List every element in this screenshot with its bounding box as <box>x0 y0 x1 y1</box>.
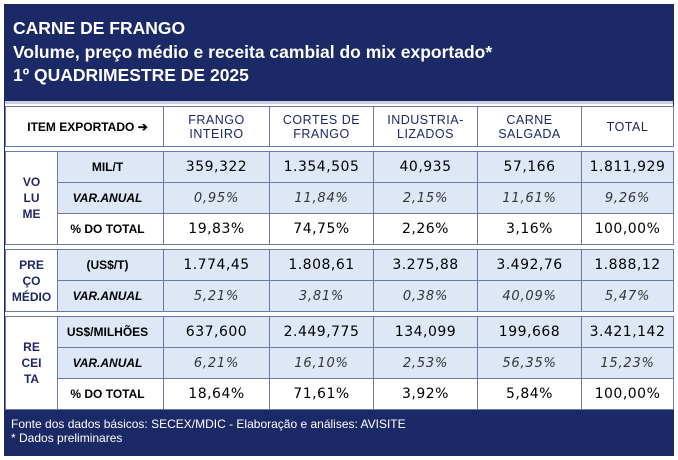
group-label-preco-medio: PRE ÇO MÉDIO <box>5 249 58 312</box>
table-cell: 637,600 <box>163 316 270 348</box>
group-label-volume: VO LU ME <box>5 151 58 245</box>
arrow-right-icon: ➔ <box>137 119 148 134</box>
table-cell: 9,26% <box>581 182 674 214</box>
table-cell: 5,21% <box>163 280 270 312</box>
table-cell: 2,15% <box>373 182 478 214</box>
report-header: CARNE DE FRANGO Volume, preço médio e re… <box>5 5 673 101</box>
table-cell: 5,84% <box>477 378 582 410</box>
table-cell: 57,166 <box>477 151 582 183</box>
source-note: Fonte dos dados básicos: SECEX/MDIC - El… <box>11 417 406 431</box>
table-cell: 359,322 <box>163 151 270 183</box>
item-header-cell: ITEM EXPORTADO ➔ <box>5 106 164 147</box>
table-row: VO LU ME MIL/T 359,322 1.354,505 40,935 … <box>5 151 674 245</box>
table-cell: 3,81% <box>269 280 374 312</box>
table-cell: 0,95% <box>163 182 270 214</box>
table-cell: 74,75% <box>269 213 374 245</box>
report-subtitle: Volume, preço médio e receita cambial do… <box>13 41 493 62</box>
table-cell: 16,10% <box>269 347 374 379</box>
table-cell: 56,35% <box>477 347 582 379</box>
table-cell: 2,26% <box>373 213 478 245</box>
report-period: 1º QUADRIMESTRE DE 2025 <box>13 65 249 85</box>
table-cell: 134,099 <box>373 316 478 348</box>
table-cell: 40,09% <box>477 280 582 312</box>
table-cell: 2,53% <box>373 347 478 379</box>
row-label: VAR.ANUAL <box>57 347 164 379</box>
table-cell: 3.492,76 <box>477 249 582 281</box>
table-cell: 15,23% <box>581 347 674 379</box>
table-cell: 71,61% <box>269 378 374 410</box>
table-cell: 3.421,142 <box>581 316 674 348</box>
table-row: RE CEI TA US$/MILHÕES 637,600 2.449,775 … <box>5 316 674 410</box>
table-cell: 1.888,12 <box>581 249 674 281</box>
group-label-receita: RE CEI TA <box>5 316 58 410</box>
row-label: VAR.ANUAL <box>57 280 164 312</box>
column-header-frango-inteiro: FRANGO INTEIRO <box>163 106 270 147</box>
table-row: VAR.ANUAL 5,21% 3,81% 0,38% 40,09% 5,47% <box>6 280 674 312</box>
row-label: US$/MILHÕES <box>57 316 164 348</box>
report-title: CARNE DE FRANGO <box>13 18 186 38</box>
table-row: % DO TOTAL 19,83% 74,75% 2,26% 3,16% 100… <box>6 213 674 245</box>
item-header-label: ITEM EXPORTADO <box>27 119 135 134</box>
column-header-row: ITEM EXPORTADO ➔ FRANGO INTEIRO CORTES D… <box>5 106 674 147</box>
table-cell: 2.449,775 <box>269 316 374 348</box>
table-cell: 100,00% <box>581 378 674 410</box>
table-cell: 11,61% <box>477 182 582 214</box>
header-separator <box>5 101 673 104</box>
table-cell: 3.275,88 <box>373 249 478 281</box>
table-cell: 5,47% <box>581 280 674 312</box>
column-header-carne-salgada: CARNE SALGADA <box>477 106 582 147</box>
table-cell: 3,92% <box>373 378 478 410</box>
table-cell: 1.354,505 <box>269 151 374 183</box>
table-cell: 3,16% <box>477 213 582 245</box>
row-label: (US$/T) <box>57 249 164 281</box>
table-cell: 11,84% <box>269 182 374 214</box>
column-header-total: TOTAL <box>581 106 674 147</box>
table-cell: 1.811,929 <box>581 151 674 183</box>
row-label: % DO TOTAL <box>57 378 164 410</box>
export-mix-table: ITEM EXPORTADO ➔ FRANGO INTEIRO CORTES D… <box>5 106 674 410</box>
table-row: PRE ÇO MÉDIO (US$/T) 1.774,45 1.808,61 3… <box>5 249 674 312</box>
table-cell: 1.808,61 <box>269 249 374 281</box>
table-cell: 199,668 <box>477 316 582 348</box>
row-label: MIL/T <box>57 151 164 183</box>
table-cell: 1.774,45 <box>163 249 270 281</box>
column-header-cortes-de-frango: CORTES DE FRANGO <box>269 106 374 147</box>
preliminary-note: * Dados preliminares <box>11 431 123 445</box>
row-label: VAR.ANUAL <box>57 182 164 214</box>
table-cell: 6,21% <box>163 347 270 379</box>
table-row: VAR.ANUAL 0,95% 11,84% 2,15% 11,61% 9,26… <box>6 182 674 214</box>
column-header-industrializados: INDUSTRIA- LIZADOS <box>373 106 478 147</box>
table-cell: 18,64% <box>163 378 270 410</box>
table-row: % DO TOTAL 18,64% 71,61% 3,92% 5,84% 100… <box>6 378 674 410</box>
report-frame: CARNE DE FRANGO Volume, preço médio e re… <box>4 4 674 456</box>
table-cell: 0,38% <box>373 280 478 312</box>
table-cell: 100,00% <box>581 213 674 245</box>
row-label: % DO TOTAL <box>57 213 164 245</box>
report-footer: Fonte dos dados básicos: SECEX/MDIC - El… <box>5 410 673 455</box>
table-cell: 40,935 <box>373 151 478 183</box>
table-cell: 19,83% <box>163 213 270 245</box>
table-row: VAR.ANUAL 6,21% 16,10% 2,53% 56,35% 15,2… <box>6 347 674 379</box>
